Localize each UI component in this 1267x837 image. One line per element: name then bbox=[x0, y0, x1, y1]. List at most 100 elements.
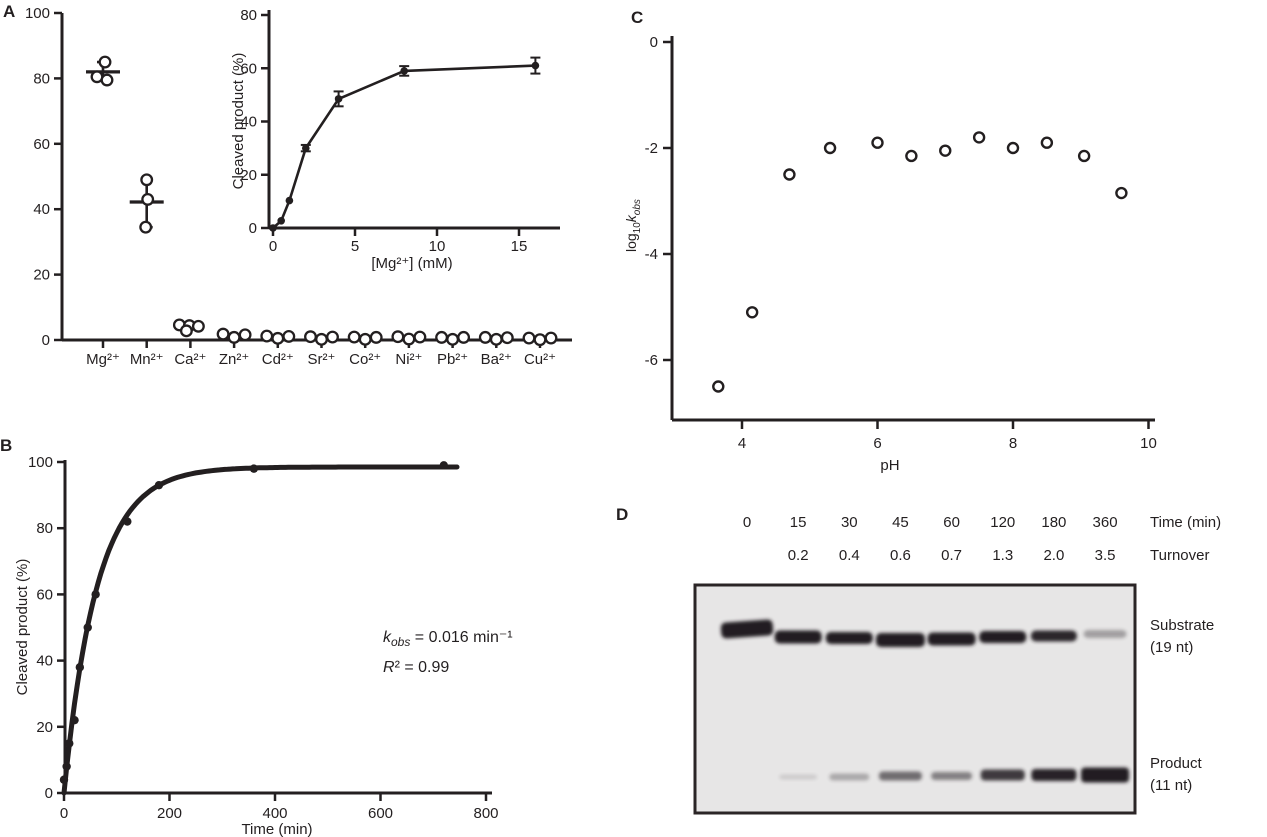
y-tick-label: 0 bbox=[42, 332, 50, 349]
data-point bbox=[260, 329, 274, 343]
category-label: Sr²⁺ bbox=[308, 351, 336, 368]
substrate-band bbox=[720, 619, 774, 639]
lane-time-label: 120 bbox=[990, 514, 1015, 531]
panel-a-label: A bbox=[3, 2, 16, 21]
data-point bbox=[123, 517, 132, 526]
data-point bbox=[140, 173, 154, 187]
data-point bbox=[489, 332, 503, 346]
data-point bbox=[358, 332, 372, 346]
y-tick-label: 100 bbox=[25, 5, 50, 22]
x-tick-label: 200 bbox=[157, 805, 182, 822]
y-tick-label: 60 bbox=[33, 136, 50, 153]
x-tick-label: 5 bbox=[351, 238, 359, 255]
lane-time-label: 180 bbox=[1041, 514, 1066, 531]
panel-b: 0 20 40 60 80 100 0 200 400 600 800 Time (min) Cleav… bbox=[14, 454, 513, 837]
panel-d-label: D bbox=[616, 505, 629, 524]
y-tick-label: 80 bbox=[33, 70, 50, 87]
y-tick-label: 40 bbox=[33, 201, 50, 218]
data-point bbox=[439, 461, 448, 470]
x-tick-label: 4 bbox=[738, 435, 746, 452]
data-point bbox=[478, 330, 492, 344]
y-tick-label: 0 bbox=[249, 220, 257, 237]
turnover-header-label: Turnover bbox=[1150, 547, 1209, 564]
data-point bbox=[400, 67, 409, 75]
data-point bbox=[783, 168, 796, 181]
y-tick-label: 60 bbox=[240, 60, 257, 77]
panel-b-label: B bbox=[0, 436, 13, 455]
panel-d: 0 15 0.2 30 0.4 45 0.6 60 0.7 120 1.3 180 2.0 360 3.5 T… bbox=[693, 514, 1221, 815]
gel-bands bbox=[720, 619, 1130, 783]
data-point bbox=[1006, 141, 1020, 155]
data-point bbox=[823, 141, 837, 155]
data-point bbox=[1077, 149, 1091, 163]
y-tick-label: 40 bbox=[36, 653, 53, 670]
r2-annotation: R² = 0.99 bbox=[383, 659, 449, 676]
data-line bbox=[272, 64, 536, 229]
lane-time-label: 45 bbox=[892, 514, 909, 531]
lane-turnover-label: 0.6 bbox=[890, 547, 911, 564]
x-tick-label: 15 bbox=[511, 238, 528, 255]
data-point bbox=[402, 332, 416, 346]
data-point bbox=[59, 775, 69, 784]
data-point bbox=[98, 55, 112, 69]
y-tick-label: 80 bbox=[240, 7, 257, 24]
data-point bbox=[65, 739, 74, 748]
substrate-band bbox=[825, 632, 873, 644]
category-label: Pb²⁺ bbox=[437, 351, 468, 368]
y-tick-label: 20 bbox=[33, 267, 50, 284]
y-tick-label: 0 bbox=[650, 34, 658, 51]
product-band bbox=[878, 771, 922, 781]
lane-time-label: 0 bbox=[743, 514, 751, 531]
category-label: Ba²⁺ bbox=[481, 351, 512, 368]
lane-time-label: 360 bbox=[1093, 514, 1118, 531]
data-point bbox=[179, 324, 193, 338]
data-point bbox=[154, 480, 164, 490]
product-band bbox=[980, 769, 1025, 781]
data-point bbox=[227, 330, 241, 344]
x-tick-label: 800 bbox=[473, 805, 498, 822]
data-point bbox=[1115, 186, 1128, 200]
x-tick-label: 6 bbox=[873, 435, 881, 452]
data-point bbox=[62, 762, 71, 771]
substrate-band bbox=[1083, 630, 1127, 638]
data-point bbox=[1040, 136, 1054, 149]
x-tick-label: 400 bbox=[262, 805, 287, 822]
lane-turnover-label: 0.4 bbox=[839, 547, 860, 564]
data-point bbox=[216, 327, 230, 341]
x-axis-label: [Mg²⁺] (mM) bbox=[371, 255, 452, 272]
category-label: Ca²⁺ bbox=[174, 351, 206, 368]
data-point bbox=[347, 330, 361, 344]
data-point bbox=[70, 715, 79, 725]
y-tick-label: 0 bbox=[45, 785, 53, 802]
data-point bbox=[91, 590, 100, 599]
product-size-label: (11 nt) bbox=[1150, 777, 1192, 794]
data-point bbox=[531, 61, 540, 70]
data-point bbox=[745, 306, 759, 319]
product-band bbox=[829, 773, 870, 781]
data-point bbox=[277, 217, 286, 225]
data-point bbox=[271, 331, 285, 345]
x-axis-label: Time (min) bbox=[241, 821, 312, 837]
x-tick-label: 600 bbox=[368, 805, 393, 822]
x-tick-label: 8 bbox=[1009, 435, 1017, 452]
category-label: Mn²⁺ bbox=[130, 351, 164, 368]
data-point bbox=[369, 330, 383, 344]
data-point bbox=[712, 380, 725, 393]
category-label: Cu²⁺ bbox=[524, 351, 556, 368]
product-band bbox=[779, 774, 818, 780]
y-tick-label: 40 bbox=[240, 114, 257, 131]
y-tick-label: 20 bbox=[240, 167, 257, 184]
data-point bbox=[75, 663, 85, 672]
data-point bbox=[435, 330, 449, 344]
x-axis-label: pH bbox=[880, 457, 899, 474]
panel-a-inset: 0 20 40 60 80 0 5 10 15 [Mg²⁺] (mM) Cleaved produc… bbox=[230, 7, 560, 272]
y-tick-label: 60 bbox=[36, 586, 53, 603]
data-point bbox=[500, 331, 514, 345]
lane-time-label: 30 bbox=[841, 514, 858, 531]
y-tick-label: -6 bbox=[645, 352, 658, 369]
lane-turnover-label: 2.0 bbox=[1043, 547, 1064, 564]
data-point bbox=[191, 319, 205, 333]
data-point bbox=[315, 332, 328, 346]
